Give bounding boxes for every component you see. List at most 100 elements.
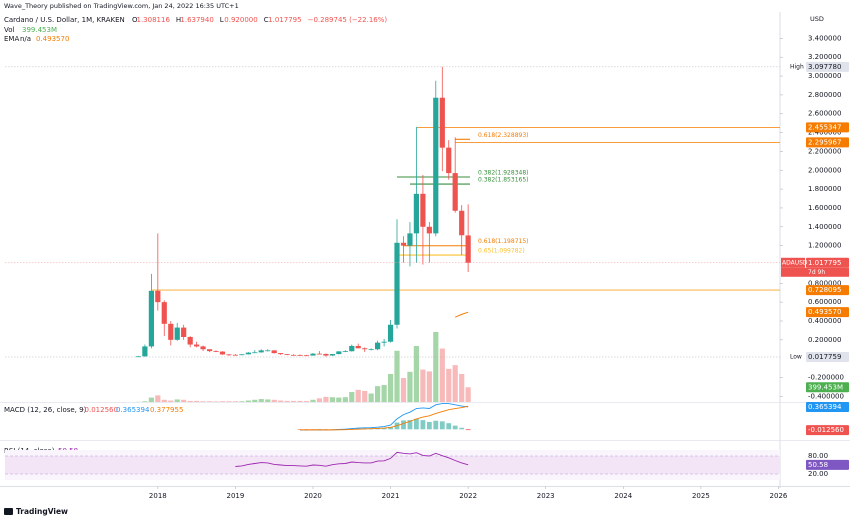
candle-body [349, 345, 355, 352]
volume-bar [200, 401, 206, 402]
volume-bar [433, 332, 439, 402]
volume-bar [226, 401, 232, 402]
candle-body [426, 226, 432, 234]
volume-bar [362, 390, 368, 402]
macd-histogram-bar [401, 420, 406, 430]
volume-bar [426, 371, 432, 402]
macd-histogram-bar [465, 429, 471, 431]
macd-histogram-bar [413, 418, 419, 430]
axis-badge-label: 2.295967 [808, 138, 841, 146]
axis-badge-label: 399.453M [808, 383, 843, 391]
volume-bar [303, 401, 310, 402]
legend-key: C [264, 16, 269, 24]
axis-badge [806, 257, 849, 268]
candle-body [452, 173, 458, 211]
fib-label: 0.382(1.928348) [478, 170, 529, 177]
candle-body [323, 353, 329, 356]
y-tick-label: 0.400000 [808, 317, 841, 325]
macd-histogram-bar [452, 425, 458, 430]
y-tick-label: 1.800000 [808, 185, 841, 193]
axis-badge-label: 0.493570 [808, 308, 841, 316]
legend-key: H [176, 16, 181, 24]
candle-body [142, 346, 148, 357]
volume-bar [355, 389, 361, 402]
volume-bar [174, 399, 180, 402]
ema-readout: 0.493570 [36, 35, 69, 43]
axis-sub-bg [781, 267, 849, 277]
rsi-tick-label: 80.00 [808, 452, 828, 460]
candle-body [381, 341, 387, 343]
axis-badge-label: 1.017795 [808, 259, 841, 267]
macd-histogram-bar [433, 420, 439, 430]
macd-histogram-bar [426, 421, 432, 430]
legend-key: L [220, 16, 224, 24]
candle-body [181, 327, 187, 337]
volume-bar [381, 385, 387, 402]
volume-bar [400, 378, 407, 402]
volume-bar [232, 401, 239, 402]
legend-value: 1.308116 [137, 16, 171, 24]
candle-body [168, 323, 174, 340]
brand-logo: TradingView [4, 507, 68, 516]
axis-badge [806, 61, 849, 72]
candle-body [368, 349, 374, 351]
macd-histogram-bar [407, 420, 413, 430]
volume-bar [349, 392, 355, 402]
candle-body [200, 346, 206, 350]
x-tick-label: 2019 [226, 492, 244, 500]
legend-value: −0.289745 (−22.16%) [308, 16, 388, 24]
y-tick-label: 3.200000 [808, 53, 841, 61]
volume-name: Vol [4, 26, 15, 34]
fib-label: 0.618(1.198715) [478, 238, 529, 245]
axis-badge-label: 3.097780 [808, 63, 841, 71]
volume-bar [148, 397, 154, 402]
volume-bar [219, 401, 226, 402]
brand: TradingView [16, 507, 68, 516]
rsi-tick-label: 20.00 [808, 470, 828, 478]
y-tick-label: 2.400000 [808, 129, 841, 137]
axis-badge-label: 2.455347 [808, 123, 841, 131]
y-tick-label: -0.400000 [808, 392, 844, 400]
y-tick-label: 3.400000 [808, 34, 841, 42]
candle-body [329, 354, 335, 356]
x-tick-label: 2021 [382, 492, 400, 500]
volume-bar [271, 399, 277, 402]
candle-body [174, 327, 180, 340]
y-tick-label: 2.600000 [808, 110, 841, 118]
macd-histogram-bar [420, 420, 426, 430]
candle-body [387, 324, 394, 342]
candle-body [258, 350, 264, 353]
candle-body [413, 193, 419, 234]
axis-badge-label: -0.012560 [808, 426, 844, 434]
axis-badge [806, 459, 849, 470]
candle-body [213, 351, 219, 352]
axis-tag: High [790, 63, 804, 70]
candle-body [232, 354, 239, 356]
axis-badge-label: 0.728095 [808, 286, 841, 294]
macd-histogram-bar [459, 427, 465, 430]
candle-body [310, 353, 316, 356]
symbol: Cardano / U.S. Dollar, 1M, KRAKEN [4, 16, 125, 24]
volume-bar [387, 374, 394, 402]
candle-body [278, 353, 284, 355]
x-tick-label: 2022 [459, 492, 477, 500]
axis-tag: ADAUSD [782, 259, 808, 266]
candle-body [342, 351, 348, 353]
macd-readout: 0.365394 [116, 406, 150, 414]
ema-name: EMA [4, 35, 19, 43]
candle-body [271, 350, 277, 354]
volume-bar [336, 397, 342, 402]
volume-bar [452, 365, 458, 402]
macd-histogram-bar [297, 429, 303, 430]
y-tick-label: 2.000000 [808, 166, 841, 174]
volume-bar [265, 399, 271, 402]
volume-bar [194, 400, 200, 402]
macd-readout: 0.377955 [150, 406, 183, 414]
volume-bar [290, 400, 297, 402]
volume-bar [284, 400, 290, 402]
candle-body [407, 233, 413, 246]
volume-bar [459, 374, 465, 402]
axis-badge-label: 0.017759 [808, 353, 841, 361]
axis-badge-label: 0.365394 [808, 403, 842, 411]
volume-bar [329, 397, 335, 402]
